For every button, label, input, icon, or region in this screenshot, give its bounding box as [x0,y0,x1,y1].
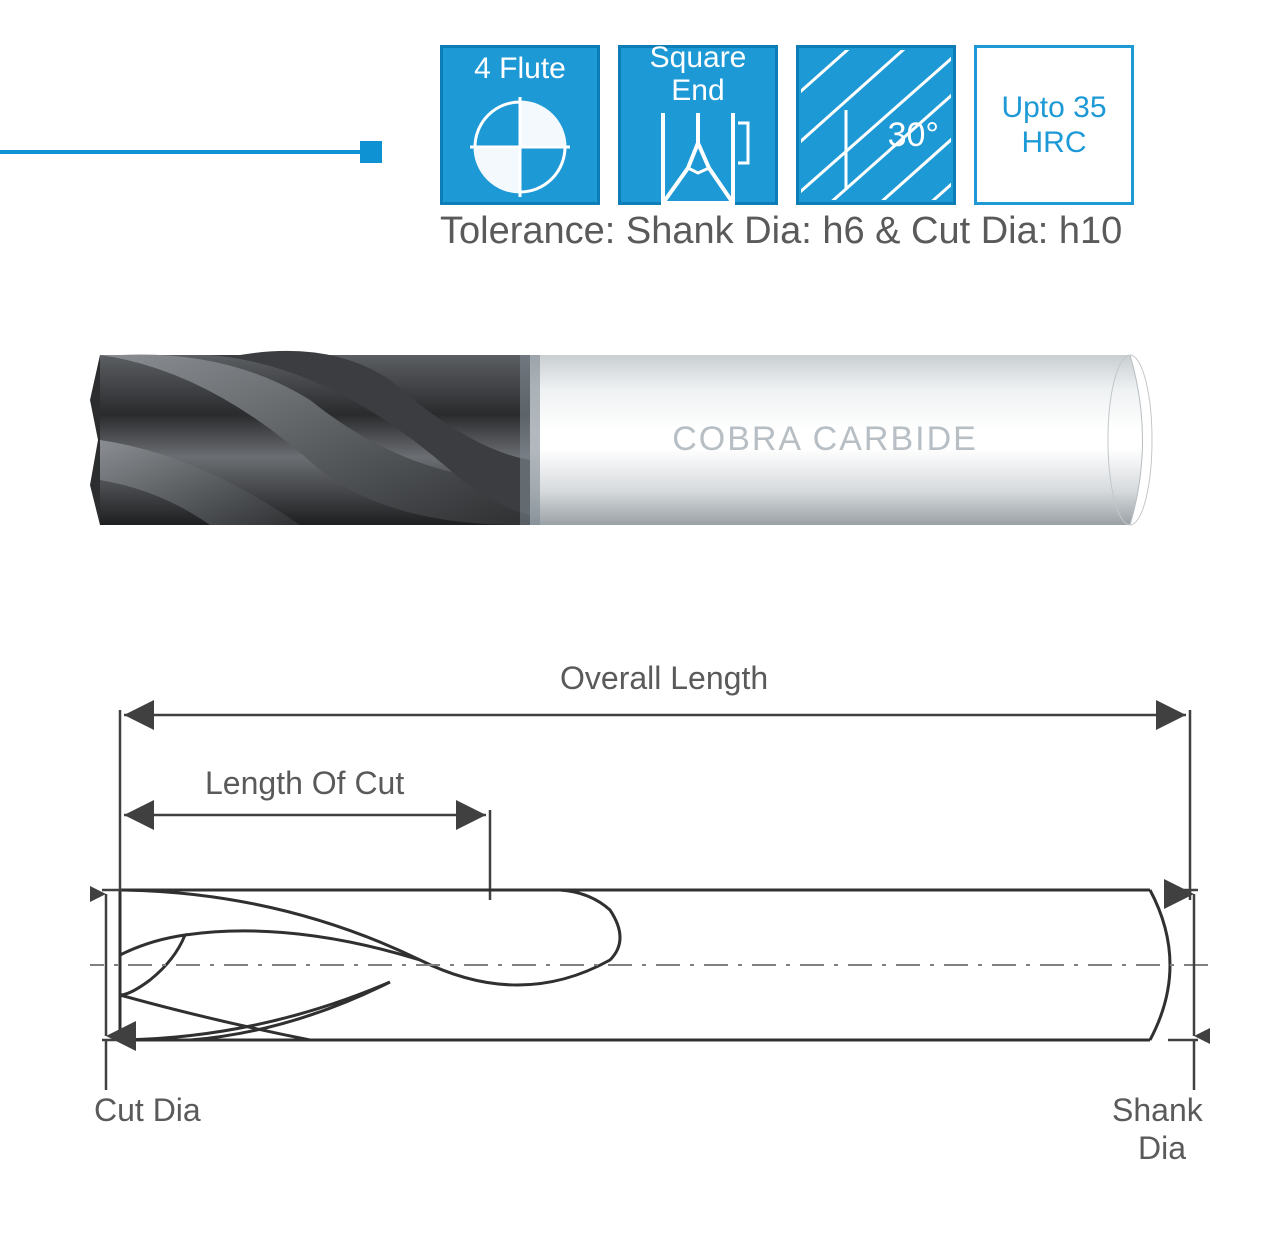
badge-hardness: Upto 35 HRC [974,45,1134,205]
badge-label: 4 Flute [470,48,570,91]
product-photo: COBRA CARBIDE [90,310,1160,570]
badge-end-type: Square End [618,45,778,205]
spec-badges: 4 Flute Square End [440,45,1134,205]
length-of-cut-label: Length Of Cut [205,765,404,802]
badge-label-line2: HRC [1022,126,1087,159]
brand-text: COBRA CARBIDE [672,420,978,458]
flute-icon [443,91,597,202]
helix-angle-text: 30° [888,117,939,154]
badge-flute-count: 4 Flute [440,45,600,205]
badge-helix-angle: 30° [796,45,956,205]
header-row: 4 Flute Square End [0,30,1280,200]
badge-label-line1: Upto 35 [1001,91,1106,124]
cut-dia-label: Cut Dia [94,1092,201,1129]
overall-length-label: Overall Length [560,660,768,697]
shank-dia-label-1: Shank [1112,1092,1203,1129]
helix-icon: 30° [799,48,953,202]
badge-label: Square End [621,37,775,113]
accent-rule-end [360,141,382,163]
dimension-diagram: Overall Length Length Of Cut Cut Dia Sha… [90,660,1210,1180]
tolerance-note: Tolerance: Shank Dia: h6 & Cut Dia: h10 [440,210,1122,253]
accent-rule [0,150,360,154]
square-end-icon [621,113,775,213]
shank-dia-label-2: Dia [1138,1130,1186,1167]
